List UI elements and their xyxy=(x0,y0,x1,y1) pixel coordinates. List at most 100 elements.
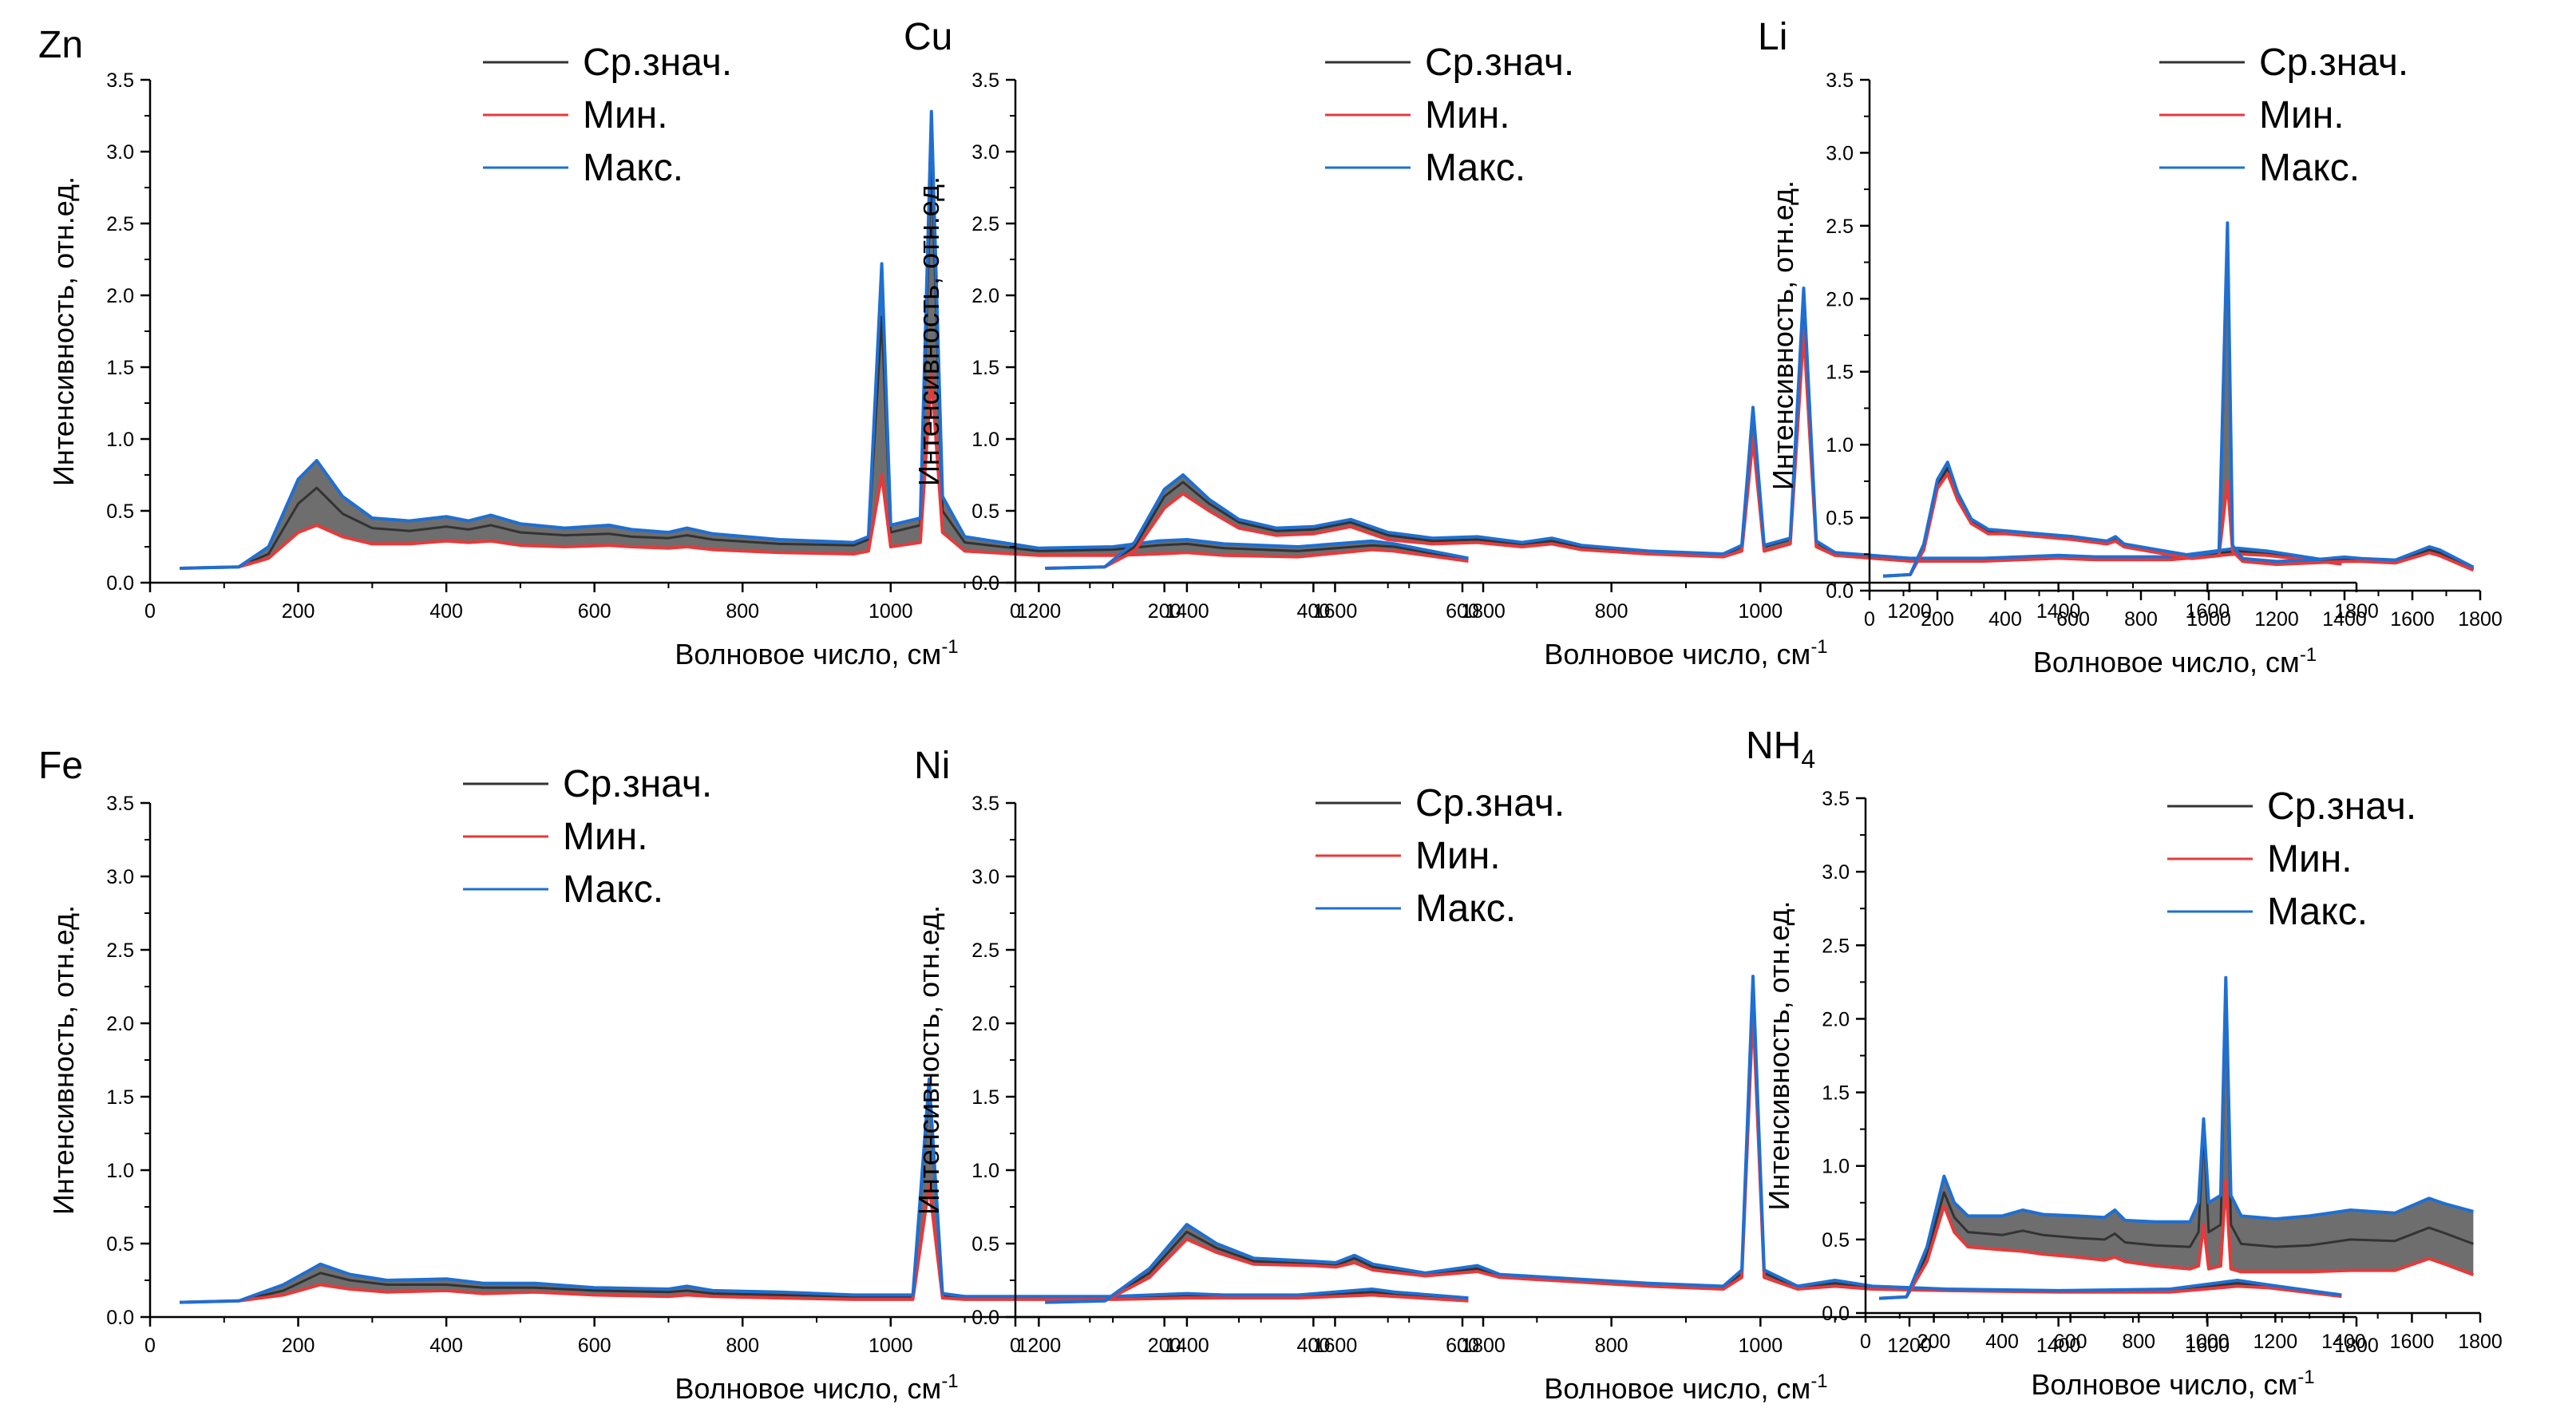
x-tick-label: 1200 xyxy=(1887,600,1932,623)
y-tick-label: 0.5 xyxy=(1822,1229,1850,1252)
y-tick-label: 0.0 xyxy=(106,1307,134,1329)
min-max-band xyxy=(180,1078,1469,1303)
y-tick-label: 1.5 xyxy=(1826,362,1854,384)
legend-label: Макс. xyxy=(1415,888,1516,930)
chart-panel-1: 0 200 400 600 800 1000 1200 1400 1600 1800 0.0 0.5 1… xyxy=(38,24,1506,670)
x-tick-label: 800 xyxy=(1595,1335,1628,1357)
y-tick-label: 2.5 xyxy=(1826,216,1854,238)
x-axis-title-text: Волновое число, см xyxy=(675,1372,941,1405)
x-tick-label: 200 xyxy=(282,600,315,623)
x-tick-label: 0 xyxy=(144,600,156,623)
x-tick-label: 0 xyxy=(1010,1335,1021,1357)
legend-label: Макс. xyxy=(1425,147,1525,189)
x-tick-label: 400 xyxy=(1985,1331,2019,1353)
min-max-band xyxy=(180,111,1469,569)
legend: Ср.знач. Мин. Макс. xyxy=(2159,42,2408,189)
x-axis-title-superscript: -1 xyxy=(2297,1367,2314,1388)
series-line-min xyxy=(1045,330,2342,570)
legend-label: Мин. xyxy=(583,94,668,136)
panel-title-text: Zn xyxy=(38,24,83,66)
x-tick-label: 400 xyxy=(429,1335,463,1357)
y-tick-label: 1.5 xyxy=(971,1086,999,1109)
legend-label: Мин. xyxy=(563,816,648,858)
x-tick-label: 0 xyxy=(1860,1331,1871,1353)
y-tick-label: 3.5 xyxy=(1826,69,1854,92)
x-tick-label: 800 xyxy=(726,600,759,623)
y-tick-label: 1.0 xyxy=(1822,1156,1850,1178)
y-tick-label: 2.5 xyxy=(106,939,134,962)
legend-label: Ср.знач. xyxy=(2267,785,2416,828)
x-axis-title-superscript: -1 xyxy=(941,636,958,658)
x-tick-label: 1800 xyxy=(2458,1331,2503,1353)
y-axis-title: Интенсивность, отн.ед. xyxy=(1767,180,1799,490)
y-axis-title: Интенсивность, отн.ед. xyxy=(912,905,945,1215)
y-tick-label: 2.5 xyxy=(971,939,999,962)
y-tick-label: 2.0 xyxy=(971,1013,999,1035)
x-axis-title-superscript: -1 xyxy=(1810,636,1827,658)
y-tick-label: 3.5 xyxy=(106,793,134,815)
min-max-band xyxy=(1045,288,2342,568)
x-tick-label: 1000 xyxy=(869,600,913,623)
x-tick-label: 1200 xyxy=(1887,1335,1932,1357)
x-tick-label: 1600 xyxy=(2186,1335,2230,1357)
panel-title-text: Cu xyxy=(904,16,952,58)
y-axis-title: Интенсивность, отн.ед. xyxy=(47,905,80,1215)
x-tick-label: 1000 xyxy=(2185,1331,2230,1353)
x-tick-label: 200 xyxy=(282,1335,315,1357)
x-tick-label: 1400 xyxy=(1165,600,1209,623)
y-tick-label: 0.5 xyxy=(1826,508,1854,530)
x-axis-title: Волновое число, см-1 xyxy=(1544,1371,1827,1405)
y-tick-label: 0.5 xyxy=(106,1233,134,1256)
y-tick-label: 3.0 xyxy=(106,866,134,888)
x-tick-label: 1800 xyxy=(2334,600,2379,623)
x-tick-label: 1600 xyxy=(2186,600,2230,623)
y-tick-label: 3.5 xyxy=(106,69,134,92)
x-axis-title-text: Волновое число, см xyxy=(1544,638,1810,670)
panel-title: NH4 xyxy=(1746,725,1815,773)
x-axis-title: Волновое число, см-1 xyxy=(1544,636,1827,670)
legend: Ср.знач. Мин. Макс. xyxy=(463,763,712,911)
series-line-max xyxy=(1045,975,2342,1304)
x-tick-label: 600 xyxy=(1446,1335,1479,1357)
legend-label: Ср.знач. xyxy=(563,763,712,805)
y-tick-label: 3.5 xyxy=(971,69,999,92)
y-tick-label: 2.0 xyxy=(971,285,999,307)
legend-label: Мин. xyxy=(2267,838,2352,880)
legend-label: Ср.знач. xyxy=(583,42,732,84)
panel-title-text: Ni xyxy=(914,745,950,787)
y-tick-label: 0.0 xyxy=(971,572,999,595)
y-tick-label: 0.0 xyxy=(106,572,134,595)
y-tick-label: 1.0 xyxy=(971,429,999,451)
panel-title-text: Li xyxy=(1758,16,1787,58)
panel-title: Li xyxy=(1758,16,1787,58)
y-axis-title: Интенсивность, отн.ед. xyxy=(47,176,80,486)
x-tick-label: 400 xyxy=(1296,600,1330,623)
series-line-min xyxy=(180,1183,1469,1304)
y-tick-label: 2.0 xyxy=(106,285,134,307)
y-tick-label: 1.5 xyxy=(106,1086,134,1109)
legend-label: Мин. xyxy=(1425,94,1510,136)
y-tick-label: 2.0 xyxy=(106,1013,134,1035)
series-line-max xyxy=(1045,287,2342,570)
x-tick-label: 1800 xyxy=(1461,600,1506,623)
x-axis-title-text: Волновое число, см xyxy=(2031,1368,2297,1401)
chart-panel-2: 0 200 400 600 800 1000 1200 1400 1600 1800 0.0 0.5 1… xyxy=(904,16,2379,670)
x-axis-title: Волновое число, см-1 xyxy=(2031,1367,2314,1401)
y-tick-label: 1.0 xyxy=(106,1160,134,1182)
x-tick-label: 1800 xyxy=(2458,608,2503,631)
x-tick-label: 1400 xyxy=(1165,1335,1209,1357)
y-tick-label: 3.0 xyxy=(106,141,134,164)
y-tick-label: 3.0 xyxy=(971,141,999,164)
x-tick-label: 400 xyxy=(1296,1335,1330,1357)
x-tick-label: 1200 xyxy=(1017,600,1062,623)
series-line-max xyxy=(1878,975,2474,1300)
y-tick-label: 0.5 xyxy=(971,1233,999,1256)
x-tick-label: 1600 xyxy=(2390,608,2435,631)
y-tick-label: 1.5 xyxy=(971,357,999,379)
x-tick-label: 0 xyxy=(144,1335,156,1357)
y-tick-label: 2.5 xyxy=(106,213,134,235)
legend-label: Макс. xyxy=(2259,147,2360,189)
x-tick-label: 1200 xyxy=(1017,1335,1062,1357)
x-tick-label: 600 xyxy=(2054,1331,2087,1353)
